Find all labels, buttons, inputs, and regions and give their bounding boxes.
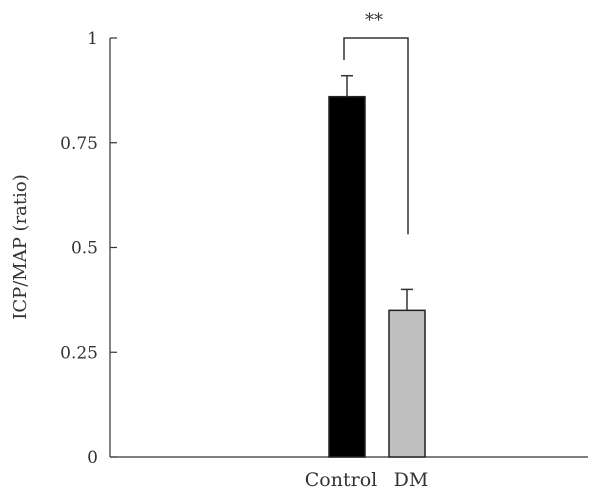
significance-bracket bbox=[343, 37, 409, 235]
bar-control bbox=[328, 95, 366, 458]
bar-dm bbox=[388, 309, 426, 458]
bars bbox=[328, 95, 426, 458]
category-label-dm: DM bbox=[394, 469, 429, 491]
y-ticks: 0 0.25 0.5 0.75 1 bbox=[60, 29, 117, 468]
y-tick-label: 0.75 bbox=[60, 134, 98, 154]
y-tick-label: 0.25 bbox=[60, 343, 98, 363]
y-tick-label: 0 bbox=[87, 448, 98, 468]
y-axis-title: ICP/MAP (ratio) bbox=[10, 174, 31, 320]
significance-label: ** bbox=[365, 10, 383, 31]
y-tick-label: 1 bbox=[87, 29, 98, 49]
error-bars bbox=[341, 74, 413, 311]
category-label-control: Control bbox=[305, 469, 377, 491]
y-tick-label: 0.5 bbox=[71, 239, 98, 259]
category-labels: Control DM bbox=[305, 469, 429, 491]
significance-annotation: ** bbox=[343, 10, 409, 235]
